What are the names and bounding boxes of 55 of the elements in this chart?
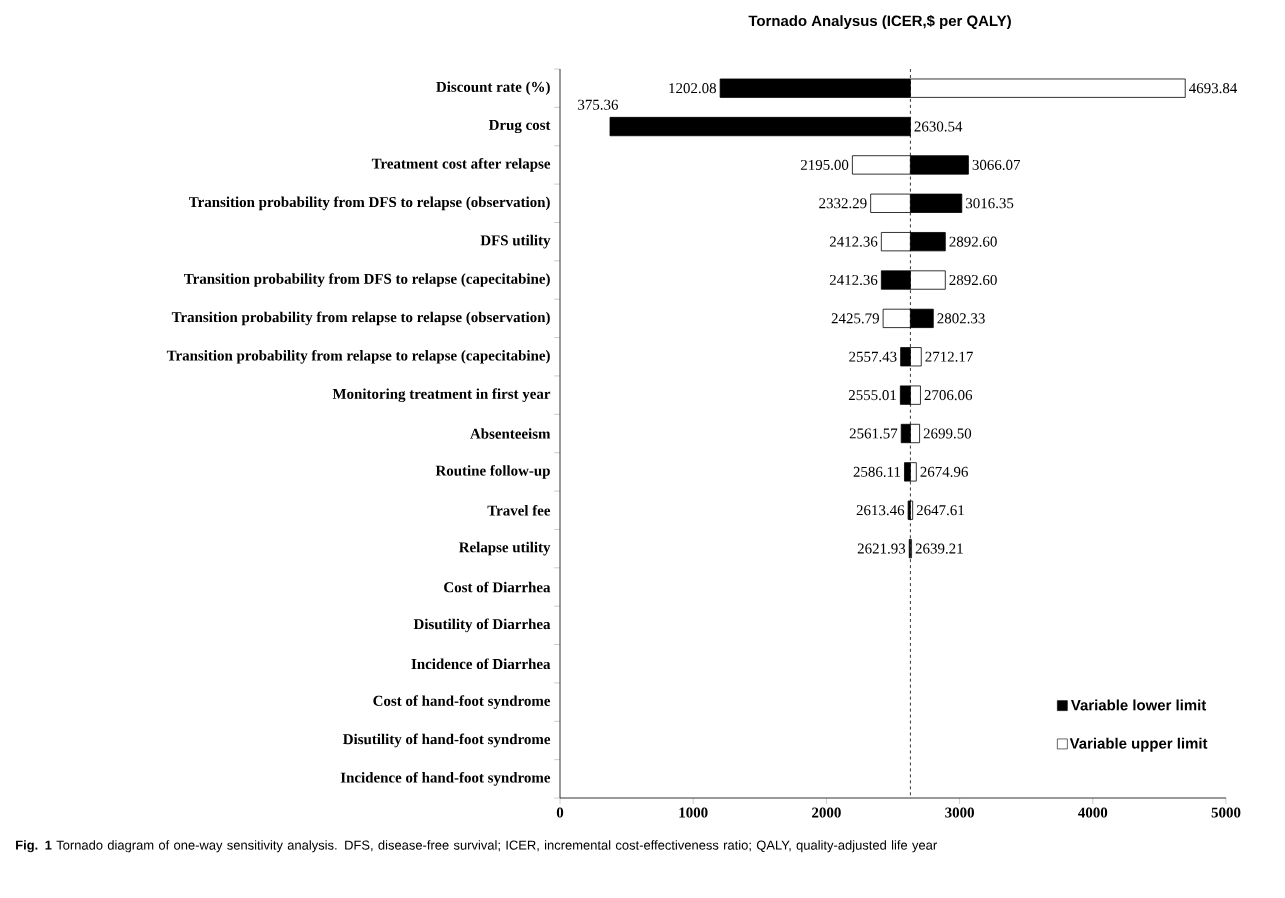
y-tick-label: Incidence of Diarrhea [411, 658, 551, 670]
annotation: 2630.54 [914, 121, 963, 132]
y-tick-label: Drug cost [488, 120, 551, 134]
x-tick-label: 2000 [812, 807, 841, 818]
data-label: 2561.57 [849, 428, 898, 439]
y-tick-label: Monitoring treatment in first year [332, 388, 551, 403]
y-tick-label: DFS utility [480, 234, 551, 249]
data-label: 2639.21 [915, 543, 963, 554]
data-label: 2674.96 [920, 466, 968, 477]
y-tick-label: Travel fee [487, 504, 551, 516]
y-tick-label: Incidence of hand-foot syndrome [340, 771, 551, 786]
data-label: 4693.84 [1189, 83, 1238, 94]
y-tick-label: Relapse utility [458, 541, 551, 556]
data-label: 2412.36 [829, 274, 878, 286]
data-label: 2892.60 [949, 274, 997, 286]
x-tick-label: 5000 [1211, 807, 1241, 818]
data-label: 1202.08 [669, 83, 717, 94]
data-label: 2712.17 [925, 351, 973, 362]
data-label: 2557.43 [849, 351, 897, 362]
y-tick-label: Absenteeism [470, 428, 551, 439]
data-label: 2613.46 [856, 505, 905, 516]
data-label: 2555.01 [848, 390, 896, 401]
data-label: 375.36 [578, 99, 619, 110]
data-label: 2425.79 [831, 313, 879, 324]
y-tick-label: Discount rate (%) [436, 81, 550, 95]
y-tick-label: Disutility of hand-foot syndrome [343, 733, 551, 748]
data-label: 2892.60 [949, 236, 997, 247]
data-label: 2412.36 [829, 236, 878, 247]
data-label: 2586.11 [853, 466, 901, 477]
data-label: 2195.00 [800, 159, 849, 170]
y-tick-label: Transition probability from relapse to relapse (capecitabine) [166, 349, 550, 364]
chart-title: Tornado Analysus (ICER,$ per QALY) [748, 14, 1011, 30]
data-label: 2706.06 [924, 390, 973, 401]
data-label: 2802.33 [937, 313, 985, 324]
y-tick-label: Disutility of Diarrhea [413, 618, 551, 633]
data-label: 2332.29 [819, 198, 867, 209]
legend-label: Variable lower limit [1070, 699, 1207, 711]
legend-label: Variable upper limit [1069, 737, 1208, 752]
y-tick-label: Cost of Diarrhea [444, 581, 551, 593]
y-tick-label: Transition probability from DFS to relapse (capecitabine) [184, 273, 550, 287]
y-tick-label: Routine follow-up [435, 465, 550, 479]
y-tick-label: Cost of hand-foot syndrome [373, 695, 551, 709]
data-label: 2621.93 [857, 543, 906, 554]
x-tick-label: 3000 [945, 807, 974, 818]
y-tick-label: Transition probability from relapse to relapse (observation) [171, 311, 550, 326]
data-label: 2699.50 [923, 428, 972, 439]
data-label: 3066.07 [972, 159, 1021, 170]
y-tick-label: Treatment cost after relapse [371, 158, 551, 172]
data-label: 3016.35 [966, 198, 1014, 209]
data-label: 2647.61 [916, 505, 964, 516]
y-tick-label: Transition probability from DFS to relapse (observation) [189, 196, 550, 211]
x-tick-label: 4000 [1078, 807, 1108, 818]
text: Fig. 1 Tornado diagram of one-way sensitivity analysis. DFS, disease-free survival; ICER, incremental cost-effectiveness ratio; QALY, quality-adjusted life year [16, 840, 937, 853]
x-tick-label: 0 [556, 807, 564, 818]
x-tick-label: 1000 [679, 807, 708, 818]
